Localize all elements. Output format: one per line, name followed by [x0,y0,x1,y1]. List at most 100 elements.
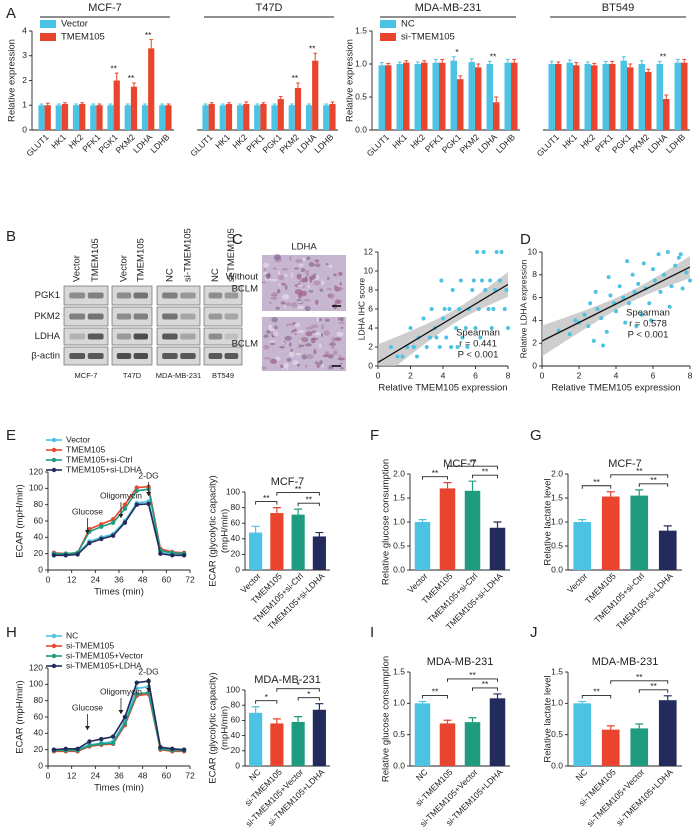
legend-label: TMEM105+si-Ctrl [66,454,132,464]
bar [249,532,263,570]
bar [208,104,215,130]
error-bar [468,480,477,491]
ihc-texture [268,324,271,330]
significance: * [455,47,459,57]
data-point [504,288,509,292]
annotation-arrowhead [146,688,152,692]
ihc-texture [338,322,346,325]
y-tick-label: 60 [34,515,44,525]
bar [432,62,439,130]
panel-label: H [6,624,17,641]
data-point [506,326,510,330]
bar [225,104,233,130]
y-tick-label: 0.0 [393,760,405,770]
legend-marker [51,447,57,453]
bar [219,105,226,130]
ihc-texture [263,344,270,350]
blot-band [162,292,178,299]
panel-label: B [6,228,16,245]
blot-row-label: PKM2 [34,311,60,322]
legend-label: TMEM105+si-LDHA [66,464,142,474]
significance: ** [469,670,476,680]
ihc-texture [321,324,325,330]
error-bar [203,103,208,106]
ihc-title: LDHA [291,242,317,253]
ihc-texture [321,362,324,369]
bar [439,488,456,570]
panel-label: J [530,624,538,641]
data-point [110,520,116,525]
legend-swatch [380,20,396,28]
blot-band [180,292,196,299]
data-point [51,747,57,752]
legend-label: NC [401,19,415,30]
ihc-texture [270,296,278,300]
y-tick-label: 1.0 [551,698,563,708]
data-point [608,293,613,298]
ihc-texture [263,357,272,360]
significance-bracket [297,502,320,507]
blot-band [116,353,132,359]
y-axis-label: Relative glucose consumption [381,656,392,782]
ihc-texture [324,318,330,322]
annotation: Oligomycin [100,686,142,696]
y-axis-label: (mpH/min) [220,706,231,750]
panel-label: E [6,427,16,444]
error-bar [278,96,283,100]
data-point [110,740,116,746]
bar [475,67,482,130]
ihc-texture [307,284,310,289]
significance: ** [593,687,600,697]
significance-bracket [610,680,669,684]
data-point [429,307,434,311]
data-point [455,345,460,349]
ihc-texture [336,331,344,337]
ihc-texture [290,348,293,353]
regression-line [378,283,508,363]
bar [271,105,278,130]
y-tick-label: 1.5 [393,492,405,502]
bar [601,729,620,766]
error-bar [606,491,615,497]
significance: ** [292,73,299,83]
x-tick-label: 12 [67,770,77,780]
bar [79,104,86,130]
ihc-texture [268,340,276,343]
annotation-arrowhead [146,492,152,496]
bar [236,105,244,130]
x-tick-label: 6 [651,370,656,380]
x-tick-label: 0 [46,770,51,780]
blot-band [69,292,86,299]
blot-band [116,333,132,340]
error-bar [682,58,687,63]
ihc-texture [329,342,336,347]
annotation: Oligomycin [100,490,142,500]
ihc-texture [334,337,342,342]
x-tick-label: 60 [162,770,172,780]
ihc-texture [300,336,306,343]
ihc-texture [305,326,313,330]
bar [414,522,431,570]
significance: * [307,689,311,699]
bar [385,65,392,130]
ihc-texture [282,341,286,345]
ihc-texture [319,288,324,292]
data-point [636,281,641,286]
ihc-texture [271,291,278,298]
data-point [606,275,611,280]
bar [555,64,562,130]
ihc-texture [297,300,303,304]
bar [464,490,481,570]
significance: ** [660,52,667,62]
blot-column-label: si-TMEM105 [182,228,193,282]
blot-band [180,353,196,359]
blot-panel [111,306,153,327]
ihc-texture [304,364,308,368]
ihc-texture [329,293,335,299]
blot-panel [111,327,153,346]
ihc-texture [304,305,311,312]
ihc-texture [296,284,305,287]
bar [130,86,138,130]
blot-row-label: PGK1 [35,290,60,301]
